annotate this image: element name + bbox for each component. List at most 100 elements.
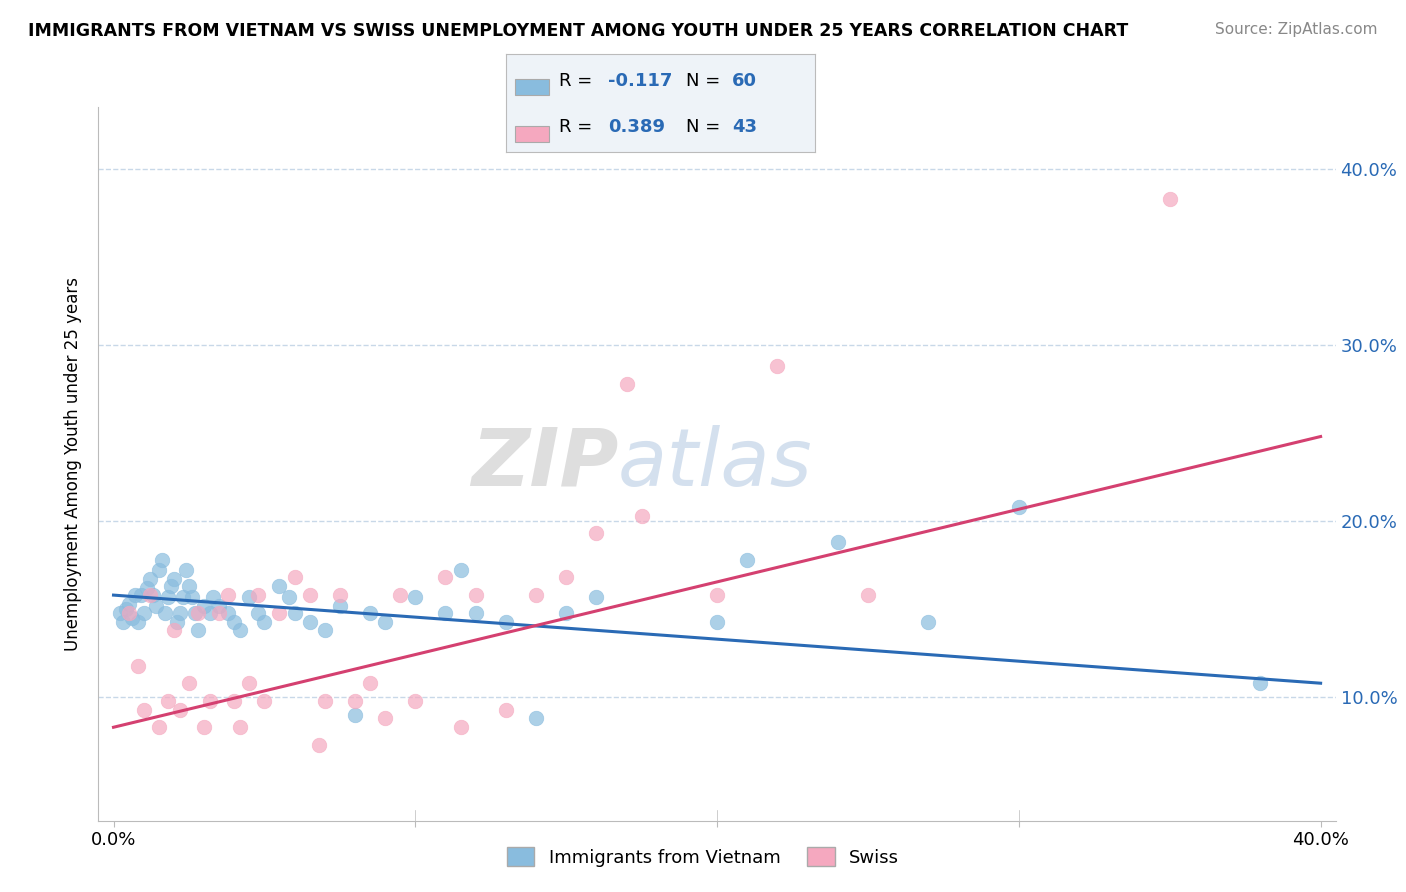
- Point: [177, 676, 200, 690]
- Point: [198, 606, 221, 620]
- Text: -0.117: -0.117: [609, 72, 672, 90]
- Point: [224, 615, 246, 629]
- Point: [1249, 676, 1271, 690]
- Point: [524, 588, 547, 602]
- Point: [202, 590, 225, 604]
- Point: [166, 615, 188, 629]
- Point: [555, 570, 578, 584]
- Point: [706, 615, 728, 629]
- Point: [735, 553, 758, 567]
- Point: [174, 564, 197, 578]
- Point: [193, 599, 215, 613]
- Point: [229, 624, 252, 638]
- Point: [153, 606, 176, 620]
- FancyBboxPatch shape: [516, 78, 550, 95]
- Point: [329, 588, 352, 602]
- Point: [229, 720, 252, 734]
- Point: [138, 572, 160, 586]
- Point: [374, 615, 396, 629]
- Point: [208, 606, 231, 620]
- Point: [224, 694, 246, 708]
- Point: [129, 588, 152, 602]
- Point: [135, 581, 157, 595]
- Point: [524, 711, 547, 725]
- Point: [150, 553, 173, 567]
- Point: [198, 694, 221, 708]
- Text: 60: 60: [733, 72, 756, 90]
- Point: [766, 359, 789, 373]
- Point: [145, 599, 167, 613]
- Point: [124, 588, 146, 602]
- Point: [464, 606, 486, 620]
- Text: Source: ZipAtlas.com: Source: ZipAtlas.com: [1215, 22, 1378, 37]
- Text: 43: 43: [733, 118, 756, 136]
- Point: [277, 590, 299, 604]
- Text: IMMIGRANTS FROM VIETNAM VS SWISS UNEMPLOYMENT AMONG YOUTH UNDER 25 YEARS CORRELA: IMMIGRANTS FROM VIETNAM VS SWISS UNEMPLO…: [28, 22, 1129, 40]
- Legend: Immigrants from Vietnam, Swiss: Immigrants from Vietnam, Swiss: [501, 840, 905, 874]
- Point: [217, 606, 239, 620]
- Point: [329, 599, 352, 613]
- Point: [160, 579, 183, 593]
- Point: [269, 579, 291, 593]
- Point: [585, 526, 607, 541]
- Point: [253, 694, 276, 708]
- Point: [148, 720, 170, 734]
- Point: [138, 588, 160, 602]
- Point: [464, 588, 486, 602]
- Point: [253, 615, 276, 629]
- Point: [114, 602, 136, 616]
- Point: [434, 606, 457, 620]
- Point: [343, 694, 366, 708]
- Point: [163, 624, 186, 638]
- Text: R =: R =: [558, 72, 598, 90]
- Point: [298, 588, 321, 602]
- Y-axis label: Unemployment Among Youth under 25 years: Unemployment Among Youth under 25 years: [65, 277, 83, 651]
- Point: [208, 599, 231, 613]
- Point: [184, 606, 207, 620]
- Point: [132, 703, 155, 717]
- Point: [359, 606, 381, 620]
- Point: [856, 588, 879, 602]
- Point: [156, 590, 179, 604]
- Point: [217, 588, 239, 602]
- Point: [555, 606, 578, 620]
- Point: [450, 720, 472, 734]
- Point: [156, 694, 179, 708]
- Text: R =: R =: [558, 118, 598, 136]
- FancyBboxPatch shape: [516, 126, 550, 142]
- Text: atlas: atlas: [619, 425, 813, 503]
- Point: [238, 676, 260, 690]
- Point: [177, 579, 200, 593]
- Point: [314, 694, 336, 708]
- Point: [827, 535, 849, 549]
- Point: [404, 590, 426, 604]
- Point: [187, 606, 209, 620]
- Point: [247, 588, 270, 602]
- Point: [193, 720, 215, 734]
- Point: [404, 694, 426, 708]
- Point: [917, 615, 939, 629]
- Point: [169, 703, 191, 717]
- Point: [142, 588, 165, 602]
- Point: [132, 606, 155, 620]
- Point: [238, 590, 260, 604]
- Point: [269, 606, 291, 620]
- Point: [111, 615, 134, 629]
- Point: [630, 508, 652, 523]
- Point: [343, 707, 366, 722]
- Point: [1008, 500, 1031, 514]
- Text: N =: N =: [686, 72, 725, 90]
- Point: [148, 564, 170, 578]
- Point: [298, 615, 321, 629]
- Point: [585, 590, 607, 604]
- Point: [495, 615, 517, 629]
- Point: [284, 570, 307, 584]
- Point: [108, 606, 131, 620]
- Point: [359, 676, 381, 690]
- Point: [247, 606, 270, 620]
- Point: [127, 658, 149, 673]
- Point: [117, 597, 139, 611]
- Point: [1159, 192, 1181, 206]
- Point: [374, 711, 396, 725]
- Point: [169, 606, 191, 620]
